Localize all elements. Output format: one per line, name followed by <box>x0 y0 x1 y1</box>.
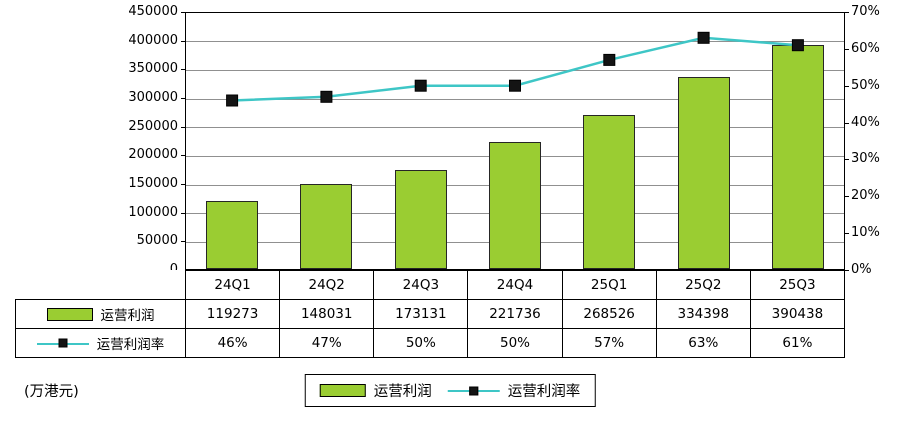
gridline <box>186 127 844 129</box>
value-cell: 390438 <box>749 299 846 329</box>
left-axis-tick-label: 50000 <box>136 233 178 249</box>
category-cell: 24Q4 <box>467 270 563 300</box>
legend-line-key: 运营利润率 <box>447 380 581 401</box>
bar-24Q2 <box>300 184 353 269</box>
left-axis-tick <box>181 12 185 13</box>
gridline <box>186 69 844 71</box>
right-axis-tick <box>845 159 849 161</box>
legend-bar-label: 运营利润 <box>373 384 432 400</box>
left-axis-tick <box>181 69 185 71</box>
row-label-cell: 运营利润率 <box>15 328 186 358</box>
left-axis-tick-label: 450000 <box>128 4 178 19</box>
table-row: 运营利润率 46% 47% 50% 50% 57% 63% 61% <box>15 328 846 358</box>
left-axis-tick-label: 100000 <box>128 204 178 220</box>
right-axis-tick-label: 40% <box>851 114 880 130</box>
value-cell: 63% <box>655 328 751 358</box>
category-cell: 24Q3 <box>373 270 469 300</box>
category-cell: 25Q1 <box>561 270 657 300</box>
line-marker-24Q4 <box>509 79 521 92</box>
legend: 运营利润 运营利润率 <box>304 374 596 407</box>
bar-25Q3 <box>771 45 824 269</box>
left-axis-tick <box>181 241 185 243</box>
data-table: 24Q1 24Q2 24Q3 24Q4 25Q1 25Q2 25Q3 运营利润 119273 14… <box>15 270 846 358</box>
table-row: 运营利润 119273 148031 173131 221736 268526 334398… <box>15 299 846 329</box>
bar-24Q1 <box>206 201 259 269</box>
bar-swatch-icon <box>319 384 366 397</box>
bar-25Q2 <box>677 77 730 269</box>
line-marker-25Q3 <box>791 39 804 52</box>
bar-24Q3 <box>394 170 447 269</box>
row-label-cell: 运营利润 <box>15 299 186 329</box>
right-axis-tick <box>845 122 849 124</box>
right-axis-tick-label: 50% <box>851 77 880 93</box>
category-cell: 25Q2 <box>655 270 751 300</box>
left-axis-tick-label: 200000 <box>128 147 178 163</box>
right-axis-tick <box>845 196 849 198</box>
category-cell: 24Q1 <box>184 270 281 300</box>
value-cell: 173131 <box>373 299 469 329</box>
table-corner <box>16 271 186 300</box>
left-axis-tick <box>181 98 185 99</box>
value-cell: 61% <box>749 328 846 358</box>
left-axis-tick <box>181 212 185 214</box>
right-axis-tick <box>845 233 849 235</box>
left-axis-tick <box>181 184 185 185</box>
left-axis-tick <box>181 155 185 157</box>
line-marker-24Q3 <box>414 79 427 92</box>
value-cell: 119273 <box>184 299 281 329</box>
left-axis-tick-label: 350000 <box>128 61 178 77</box>
value-cell: 148031 <box>279 299 375 329</box>
left-axis-tick <box>181 40 185 42</box>
row-label: 运营利润 <box>100 308 155 324</box>
row-key: 运营利润 <box>17 304 185 324</box>
bar-25Q1 <box>583 115 636 269</box>
left-axis-tick-label: 150000 <box>128 176 178 191</box>
line-series <box>226 31 804 107</box>
line-marker-24Q1 <box>226 94 239 107</box>
category-cell: 24Q2 <box>279 270 375 300</box>
value-cell: 334398 <box>655 299 751 329</box>
value-cell: 47% <box>279 328 375 358</box>
category-cell: 25Q3 <box>749 270 846 300</box>
left-axis-tick <box>181 126 185 128</box>
right-axis-tick-label: 0% <box>851 262 872 277</box>
left-axis-tick-label: 300000 <box>128 90 178 105</box>
right-axis-tick <box>845 270 849 271</box>
line-marker-25Q2 <box>697 31 710 44</box>
left-axis-tick-label: 400000 <box>128 32 178 48</box>
legend-bar-key: 运营利润 <box>319 380 432 401</box>
right-axis-tick-label: 20% <box>851 188 880 204</box>
value-cell: 57% <box>561 328 657 358</box>
right-axis-tick <box>845 48 849 50</box>
unit-label: (万港元) <box>24 384 79 400</box>
category-row: 24Q1 24Q2 24Q3 24Q4 25Q1 25Q2 25Q3 <box>16 270 846 300</box>
right-axis-tick-label: 10% <box>851 225 880 241</box>
left-axis-tick-label: 0 <box>106 262 178 278</box>
plot-area <box>185 12 845 270</box>
row-key: 运营利润率 <box>17 333 185 353</box>
gridline <box>186 41 844 43</box>
right-axis-tick-label: 60% <box>851 40 880 56</box>
right-axis-tick <box>845 12 849 13</box>
value-cell: 50% <box>467 328 563 358</box>
right-axis-tick-label: 30% <box>851 151 880 167</box>
right-axis-tick-label: 70% <box>851 4 880 19</box>
line-swatch-icon <box>447 384 500 397</box>
line-marker-24Q2 <box>320 90 333 103</box>
line-marker-25Q1 <box>603 53 616 66</box>
left-axis-tick-label: 250000 <box>128 118 178 134</box>
line-swatch-icon <box>36 337 89 350</box>
value-cell: 46% <box>184 328 281 358</box>
value-cell: 50% <box>373 328 469 358</box>
value-cell: 221736 <box>467 299 563 329</box>
gridline <box>186 98 844 100</box>
right-axis-tick <box>845 85 849 87</box>
bar-24Q4 <box>489 142 541 269</box>
legend-line-label: 运营利润率 <box>507 384 581 400</box>
value-cell: 268526 <box>561 299 657 329</box>
bar-swatch-icon <box>46 307 93 321</box>
row-label: 运营利润率 <box>96 337 165 353</box>
